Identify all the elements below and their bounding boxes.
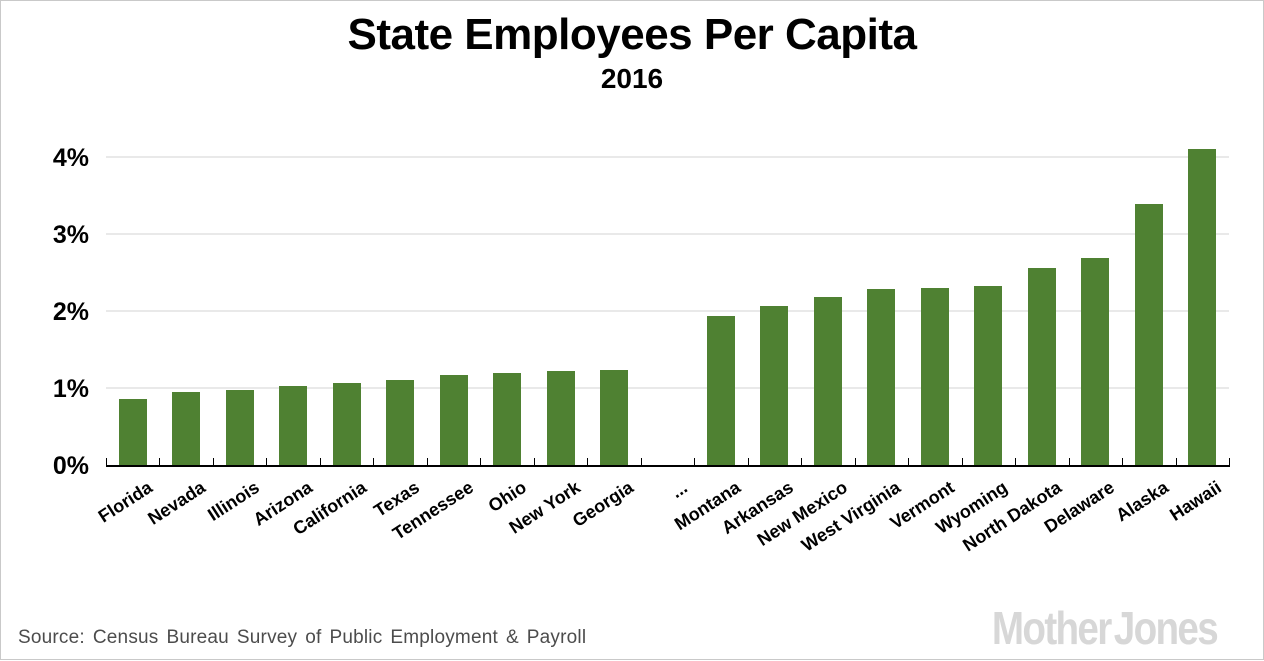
bar-ohio — [493, 373, 522, 465]
axis-tick — [212, 458, 214, 466]
bar-hawaii — [1188, 149, 1217, 465]
y-axis-tick-label: 0% — [52, 452, 89, 480]
bar-georgia — [600, 369, 629, 465]
gridline — [106, 156, 1229, 158]
bar-florida — [118, 398, 147, 465]
bar-wyoming — [974, 285, 1003, 465]
axis-tick — [1175, 458, 1177, 466]
axis-tick — [1229, 458, 1230, 466]
axis-tick — [1068, 458, 1070, 466]
gridline — [106, 233, 1229, 235]
axis-tick — [587, 458, 589, 466]
bar-arizona — [279, 385, 308, 465]
axis-tick — [373, 458, 375, 466]
axis-tick — [747, 458, 749, 466]
bar-delaware — [1081, 257, 1110, 465]
axis-tick — [426, 458, 428, 466]
gridline — [106, 310, 1229, 312]
axis-tick — [266, 458, 268, 466]
axis-tick — [159, 458, 161, 466]
bar-illinois — [225, 390, 254, 465]
axis-tick — [106, 458, 107, 466]
gridline — [106, 387, 1229, 389]
chart-title: State Employees Per Capita — [347, 10, 917, 59]
y-axis-tick-label: 4% — [52, 144, 89, 172]
x-axis — [106, 465, 1230, 467]
axis-tick — [961, 458, 963, 466]
bar-new-mexico — [813, 297, 842, 465]
bar-arkansas — [760, 305, 789, 465]
axis-tick — [319, 458, 321, 466]
bar-california — [332, 383, 361, 465]
axis-tick — [854, 458, 856, 466]
source-note: Source: Census Bureau Survey of Public E… — [18, 627, 587, 648]
bar-montana — [706, 315, 735, 465]
axis-tick — [480, 458, 482, 466]
axis-tick — [801, 458, 803, 466]
y-axis-tick-label: 2% — [52, 298, 89, 326]
bar-north-dakota — [1027, 267, 1056, 465]
axis-tick — [1122, 458, 1124, 466]
axis-tick — [533, 458, 535, 466]
y-axis-tick-label: 3% — [52, 221, 89, 249]
axis-tick — [640, 458, 642, 466]
bar-nevada — [172, 391, 201, 465]
bar-new-york — [546, 371, 575, 465]
y-axis-tick-label: 1% — [52, 375, 89, 403]
bar-west-virginia — [867, 289, 896, 465]
motherjones-logo: Mother Jones — [991, 602, 1219, 654]
axis-tick — [1015, 458, 1017, 466]
axis-tick — [908, 458, 910, 466]
chart-subtitle: 2016 — [600, 63, 664, 94]
bar-tennessee — [439, 374, 468, 465]
bar-texas — [386, 380, 415, 465]
bar-alaska — [1134, 203, 1163, 465]
bar-vermont — [920, 287, 949, 465]
axis-tick — [694, 458, 696, 466]
